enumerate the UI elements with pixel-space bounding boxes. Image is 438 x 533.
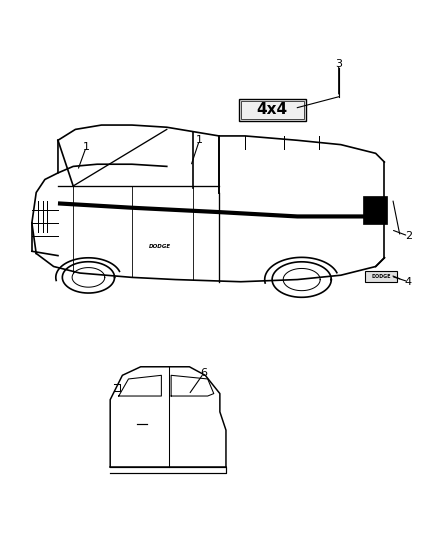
- Bar: [241, 101, 304, 118]
- Text: 2: 2: [405, 231, 412, 241]
- Text: 4: 4: [405, 277, 412, 287]
- Text: 4x4: 4x4: [257, 102, 288, 117]
- Text: 3: 3: [335, 59, 342, 69]
- Text: DODGE: DODGE: [371, 274, 391, 279]
- FancyBboxPatch shape: [363, 196, 387, 224]
- Text: 1: 1: [196, 135, 203, 146]
- Text: 6: 6: [200, 368, 207, 378]
- Text: 1: 1: [83, 142, 90, 152]
- Bar: [239, 99, 306, 120]
- Bar: [365, 271, 397, 282]
- Text: DODGE: DODGE: [149, 245, 171, 249]
